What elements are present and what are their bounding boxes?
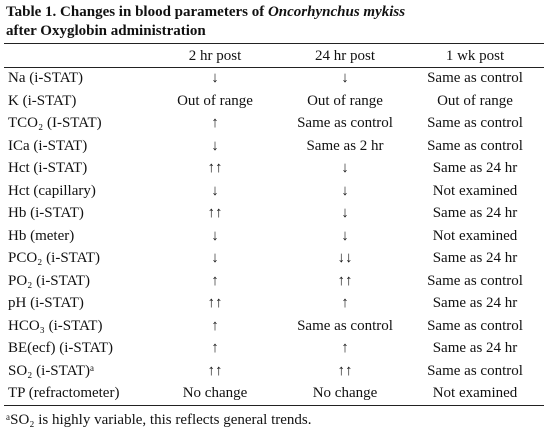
cell: ↑↑ <box>207 362 223 379</box>
cell: ↓ <box>211 250 219 266</box>
cell: Same as control <box>297 115 393 131</box>
cell: Same as 24 hr <box>432 160 518 176</box>
cell: ↑ <box>211 340 219 356</box>
header-rule <box>4 67 544 68</box>
cell: ↓ <box>341 205 349 221</box>
cell: Same as control <box>427 115 523 131</box>
cell: ↓ <box>211 182 219 199</box>
row-label: Hb (meter) <box>8 227 75 244</box>
bottom-rule <box>4 405 544 406</box>
row-label: Na (i-STAT) <box>8 70 84 86</box>
title-prefix: Table 1. Changes in blood parameters of <box>6 4 265 20</box>
cell: Out of range <box>177 92 253 109</box>
table-title: Table 1. Changes in blood parameters of … <box>6 3 405 21</box>
column-header: 2 hr post <box>188 48 242 64</box>
row-label: SO₂ (i-STAT)ᵃ <box>8 362 95 379</box>
top-rule <box>4 43 544 44</box>
cell: ↓ <box>341 70 349 86</box>
row-label: Hb (i-STAT) <box>8 205 84 221</box>
cell: ↓ <box>211 137 219 154</box>
cell: Out of range <box>307 92 383 109</box>
table-title-line2: after Oxyglobin administration <box>6 23 206 39</box>
cell: Same as 24 hr <box>432 205 518 221</box>
cell: ↓ <box>341 182 349 199</box>
cell: ↑↑ <box>337 362 353 379</box>
cell: ↓ <box>211 70 219 86</box>
row-label: PO₂ (i-STAT) <box>8 272 90 289</box>
row-label: pH (i-STAT) <box>8 295 84 311</box>
cell: ↓ <box>211 227 219 244</box>
row-label: PCO₂ (i-STAT) <box>8 250 100 266</box>
cell: Same as control <box>427 137 523 154</box>
cell: ↑↑ <box>207 205 223 221</box>
cell: ↑↑ <box>207 160 223 176</box>
row-label: HCO₃ (i-STAT) <box>8 317 103 334</box>
cell: ↑ <box>211 272 219 289</box>
cell: ↑ <box>211 115 219 131</box>
cell: Same as 2 hr <box>306 137 384 154</box>
cell: Same as 24 hr <box>432 295 518 311</box>
cell: Same as 24 hr <box>432 250 518 266</box>
row-label: TCO₂ (I-STAT) <box>8 115 102 131</box>
row-label: BE(ecf) (i-STAT) <box>8 340 114 356</box>
title-species: Oncorhynchus mykiss <box>267 4 406 20</box>
cell: Same as control <box>297 317 393 334</box>
cell: Not examined <box>432 227 518 244</box>
cell: Not examined <box>432 385 518 401</box>
cell: ↑↑ <box>337 272 353 289</box>
row-label: K (i-STAT) <box>8 92 77 109</box>
cell: Not examined <box>432 182 518 199</box>
row-label: Hct (capillary) <box>8 182 96 199</box>
cell: Same as 24 hr <box>432 340 518 356</box>
cell: Same as control <box>427 70 523 86</box>
footnote: ᵃSO₂ is highly variable, this reflects g… <box>6 412 312 428</box>
cell: ↓ <box>341 227 349 244</box>
cell: Same as control <box>427 272 523 289</box>
row-label: Hct (i-STAT) <box>8 160 88 176</box>
cell: ↑ <box>211 317 219 334</box>
cell: ↑ <box>341 340 349 356</box>
cell: Same as control <box>427 317 523 334</box>
column-header: 1 wk post <box>445 48 505 64</box>
row-label: TP (refractometer) <box>8 385 120 401</box>
row-label: ICa (i-STAT) <box>8 137 88 154</box>
cell: No change <box>312 385 378 401</box>
cell: ↑↑ <box>207 295 223 311</box>
cell: ↓↓ <box>337 250 353 266</box>
cell: Out of range <box>437 92 513 109</box>
cell: Same as control <box>427 362 523 379</box>
cell: ↓ <box>341 160 349 176</box>
column-header: 24 hr post <box>315 48 375 64</box>
cell: ↑ <box>341 295 349 311</box>
cell: No change <box>182 385 248 401</box>
